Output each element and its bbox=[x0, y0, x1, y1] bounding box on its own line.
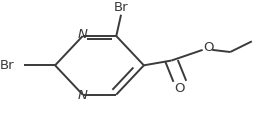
Text: O: O bbox=[203, 41, 214, 54]
Text: N: N bbox=[78, 89, 88, 102]
Text: O: O bbox=[175, 82, 185, 95]
Text: Br: Br bbox=[114, 1, 128, 14]
Text: N: N bbox=[78, 28, 88, 41]
Text: Br: Br bbox=[0, 59, 14, 72]
